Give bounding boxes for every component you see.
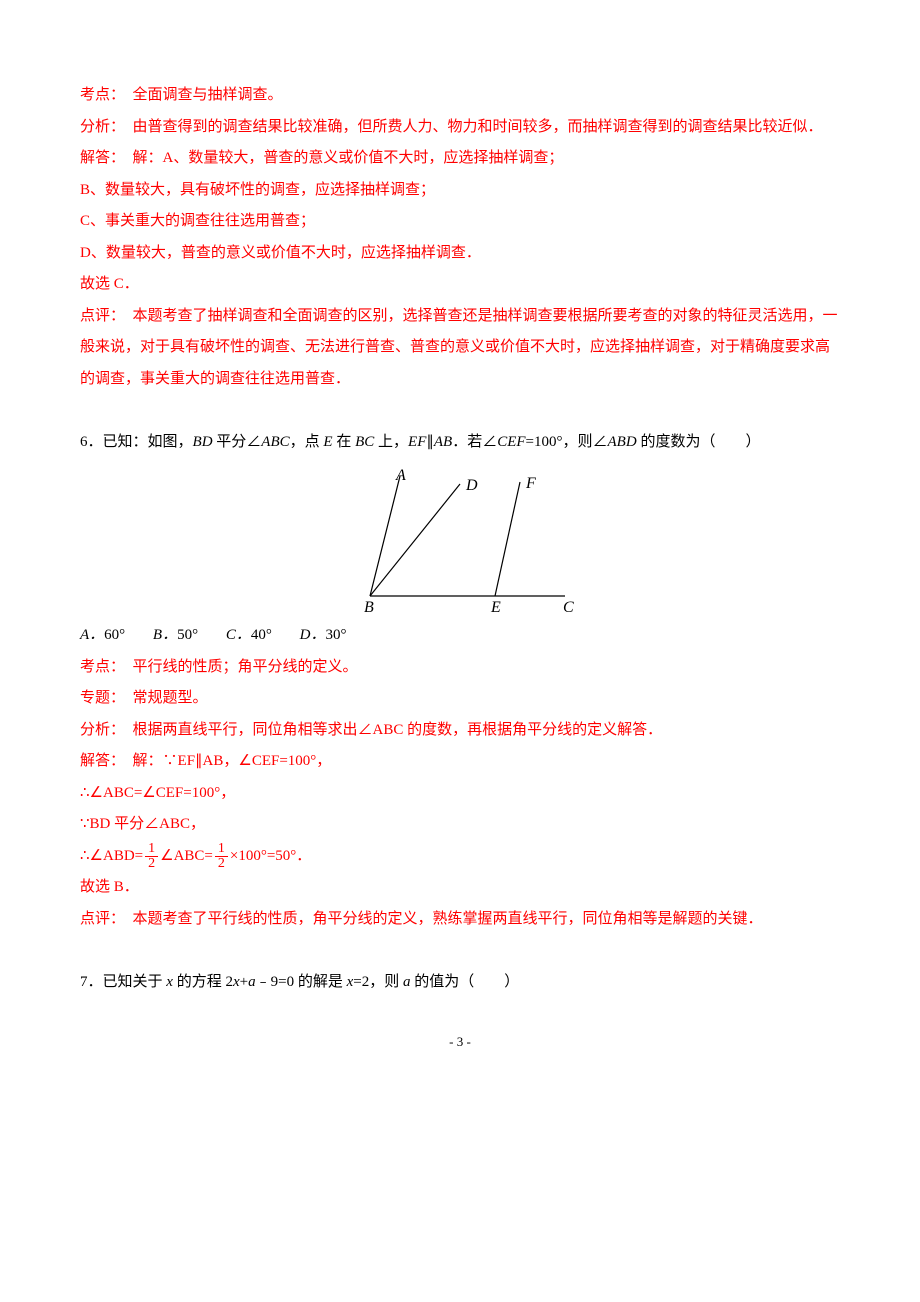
q6-figure: A D F B E C xyxy=(80,466,840,616)
page-number: - 3 - xyxy=(80,1028,840,1055)
q6-s8: =100°，则∠ xyxy=(526,434,608,450)
q6-dianping: 点评： 本题考查了平行线的性质，角平分线的定义，熟练掌握两直线平行，同位角相等是… xyxy=(80,904,840,936)
q6-jieda-l2: ∴∠ABC=∠CEF=100°， xyxy=(80,778,840,810)
q6-dianping-text: 本题考查了平行线的性质，角平分线的定义，熟练掌握两直线平行，同位角相等是解题的关… xyxy=(133,911,763,927)
q6-fenxi-label: 分析： xyxy=(80,722,118,738)
page: 考点： 全面调查与抽样调查。 分析： 由普查得到的调查结果比较准确，但所费人力、… xyxy=(0,0,920,1095)
q6-s3: ，点 xyxy=(290,434,324,450)
svg-text:D: D xyxy=(465,477,478,494)
q6-zhuanti-text: 常规题型。 xyxy=(133,690,208,706)
q6-bc: BC xyxy=(355,434,374,450)
svg-text:E: E xyxy=(490,599,501,616)
q7-x1: x xyxy=(166,974,173,990)
q6-kaodian: 考点： 平行线的性质；角平分线的定义。 xyxy=(80,652,840,684)
q6-zhuanti: 专题： 常规题型。 xyxy=(80,683,840,715)
q6-fenxi: 分析： 根据两直线平行，同位角相等求出∠ABC 的度数，再根据角平分线的定义解答… xyxy=(80,715,840,747)
svg-text:A: A xyxy=(395,467,406,484)
q6-e: E xyxy=(323,434,332,450)
q7-x2: x xyxy=(233,974,240,990)
q7-s3: ﹣9=0 的解是 xyxy=(256,974,347,990)
q5-kaodian-label: 考点： xyxy=(80,87,118,103)
q6-jieda-label: 解答： xyxy=(80,753,118,769)
q7-s1: 已知关于 xyxy=(103,974,167,990)
q6-guxuan: 故选 B． xyxy=(80,872,840,904)
q6-s1: 已知：如图， xyxy=(103,434,193,450)
q7-stem: 7．已知关于 x 的方程 2x+a﹣9=0 的解是 x=2，则 a 的值为（ ） xyxy=(80,967,840,999)
q5-kaodian-text: 全面调查与抽样调查。 xyxy=(133,87,283,103)
q5-dianping: 点评： 本题考查了抽样调查和全面调查的区别，选择普查还是抽样调查要根据所要考查的… xyxy=(80,301,840,396)
q6-options: A．60° B．50° C．40° D．30° xyxy=(80,620,840,652)
q6-jieda-l1: 解答： 解：∵EF∥AB，∠CEF=100°， xyxy=(80,746,840,778)
q6-s4: 在 xyxy=(333,434,356,450)
frac-den: 2 xyxy=(145,857,158,871)
q5-jieda-label: 解答： xyxy=(80,150,118,166)
q5-dianping-label: 点评： xyxy=(80,308,118,324)
q6-ef: EF xyxy=(408,434,426,450)
q6-s7: ．若∠ xyxy=(452,434,497,450)
q6-abd: ABD xyxy=(608,434,637,450)
q5-jieda-a-text: 解：A、数量较大，普查的意义或价值不大时，应选择抽样调查； xyxy=(133,150,564,166)
q6-opt-d: 30° xyxy=(325,627,346,643)
q6-stem: 6．已知：如图，BD 平分∠ABC，点 E 在 BC 上，EF∥AB．若∠CEF… xyxy=(80,427,840,459)
q6-opt-b: 50° xyxy=(177,627,198,643)
q6-cef: CEF xyxy=(497,434,525,450)
q7-s2: 的方程 2 xyxy=(173,974,233,990)
q6-abc: ABC xyxy=(261,434,289,450)
q6-dianping-label: 点评： xyxy=(80,911,118,927)
q5-jieda-b: B、数量较大，具有破坏性的调查，应选择抽样调查； xyxy=(80,175,840,207)
q5-guxuan: 故选 C． xyxy=(80,269,840,301)
q6-s9: 的度数为（ ） xyxy=(637,434,761,450)
q6-zhuanti-label: 专题： xyxy=(80,690,118,706)
q6-opt-c: 40° xyxy=(251,627,272,643)
q6-jieda-l4a: ∴∠ABD= xyxy=(80,848,143,864)
q5-jieda-c: C、事关重大的调查往往选用普查； xyxy=(80,206,840,238)
q5-jieda-a: 解答： 解：A、数量较大，普查的意义或价值不大时，应选择抽样调查； xyxy=(80,143,840,175)
q6-s6: ∥ xyxy=(426,434,434,450)
q6-opt-a-label: A． xyxy=(80,627,104,643)
frac-den2: 2 xyxy=(215,857,228,871)
q5-fenxi: 分析： 由普查得到的调查结果比较准确，但所费人力、物力和时间较多，而抽样调查得到… xyxy=(80,112,840,144)
q6-bd: BD xyxy=(193,434,213,450)
q7-a: a xyxy=(248,974,256,990)
q5-fenxi-label: 分析： xyxy=(80,119,118,135)
q7-s4: =2，则 xyxy=(353,974,403,990)
q7-plus: + xyxy=(240,974,248,990)
frac-num: 1 xyxy=(145,842,158,857)
fraction-1-2-b: 12 xyxy=(215,842,228,871)
q6-jieda-l3: ∵BD 平分∠ABC， xyxy=(80,809,840,841)
q6-jieda-l4c: ×100°=50°． xyxy=(230,848,311,864)
q6-ab: AB xyxy=(434,434,452,450)
q6-opt-d-label: D． xyxy=(300,627,326,643)
fraction-1-2-a: 12 xyxy=(145,842,158,871)
svg-text:C: C xyxy=(563,599,574,616)
q6-opt-b-label: B． xyxy=(153,627,177,643)
q5-dianping-text: 本题考查了抽样调查和全面调查的区别，选择普查还是抽样调查要根据所要考查的对象的特… xyxy=(80,308,838,387)
q6-opt-c-label: C． xyxy=(226,627,251,643)
q5-jieda-d: D、数量较大，普查的意义或价值不大时，应选择抽样调查． xyxy=(80,238,840,270)
svg-text:B: B xyxy=(364,599,374,616)
q6-figure-svg: A D F B E C xyxy=(330,466,590,616)
frac-num2: 1 xyxy=(215,842,228,857)
q6-fenxi-text: 根据两直线平行，同位角相等求出∠ABC 的度数，再根据角平分线的定义解答． xyxy=(133,722,663,738)
q6-number: 6． xyxy=(80,434,103,450)
q6-kaodian-text: 平行线的性质；角平分线的定义。 xyxy=(133,659,358,675)
q6-jieda-l4: ∴∠ABD=12∠ABC=12×100°=50°． xyxy=(80,841,840,873)
q5-kaodian: 考点： 全面调查与抽样调查。 xyxy=(80,80,840,112)
q5-fenxi-text: 由普查得到的调查结果比较准确，但所费人力、物力和时间较多，而抽样调查得到的调查结… xyxy=(133,119,823,135)
q7-s5: 的值为（ ） xyxy=(410,974,519,990)
q6-s2: 平分∠ xyxy=(213,434,262,450)
q6-s5: 上， xyxy=(374,434,408,450)
q6-jieda-l4b: ∠ABC= xyxy=(160,848,213,864)
q6-kaodian-label: 考点： xyxy=(80,659,118,675)
q6-opt-a: 60° xyxy=(104,627,125,643)
q7-number: 7． xyxy=(80,974,103,990)
q6-jieda-l1-text: 解：∵EF∥AB，∠CEF=100°， xyxy=(133,753,332,769)
svg-text:F: F xyxy=(525,475,536,492)
